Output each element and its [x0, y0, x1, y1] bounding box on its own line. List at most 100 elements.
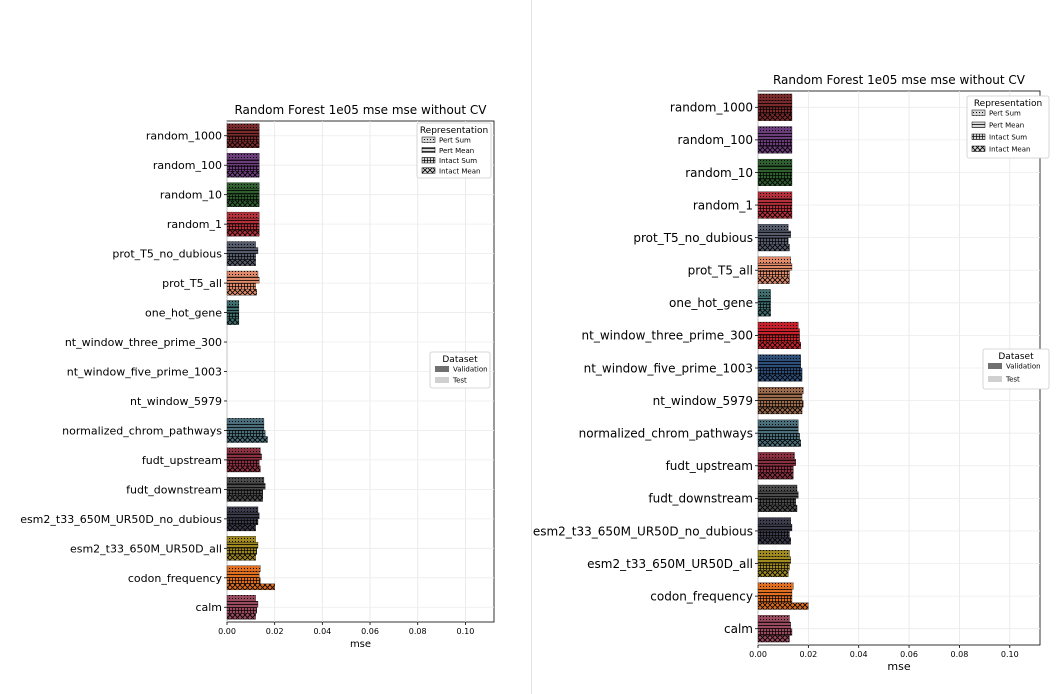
legend-swatch-hatch [972, 110, 985, 116]
bar-hatch [758, 556, 791, 564]
category-label: one_hot_gene [145, 307, 222, 320]
legend-representation [966, 95, 1050, 159]
bar-hatch [227, 159, 260, 166]
bar-hatch [758, 159, 792, 166]
bar-hatch [758, 550, 790, 557]
bar-hatch [227, 595, 256, 602]
category-label: normalized_chrom_pathways [62, 424, 222, 437]
bar-hatch [758, 596, 792, 603]
bar-hatch [758, 602, 809, 610]
x-tick-label: 0.00 [218, 627, 236, 636]
legend-swatch-hatch [422, 147, 435, 153]
bar-hatch [758, 270, 790, 277]
x-axis-label: mse [350, 639, 371, 650]
bar-hatch [227, 483, 266, 490]
bar-hatch [758, 570, 789, 577]
legend-label: Validation [453, 366, 488, 374]
bar-hatch [758, 230, 791, 238]
x-tick-label: 0.10 [1001, 650, 1019, 659]
x-tick-label: 0.06 [361, 627, 379, 636]
bar-hatch [758, 179, 792, 186]
bar-hatch [758, 133, 792, 140]
category-label: calm [724, 622, 753, 636]
bar-hatch [758, 433, 800, 440]
bar-hatch [227, 123, 260, 130]
category-label: random_10 [160, 189, 222, 202]
bar-hatch [758, 93, 792, 101]
bar-hatch [758, 589, 792, 597]
legend-label: Pert Sum [439, 137, 471, 145]
category-label: nt_window_five_prime_1003 [584, 361, 753, 375]
legend-swatch-hatch [972, 122, 985, 128]
bar-hatch [227, 283, 256, 290]
bar-hatch [758, 628, 792, 636]
bar-hatch [758, 491, 799, 499]
bar-hatch [227, 200, 260, 207]
bar-hatch [227, 153, 260, 160]
x-tick-label: 0.10 [456, 627, 474, 636]
legend-swatch [988, 363, 1002, 369]
bar-hatch [758, 211, 792, 219]
bar-hatch [758, 498, 796, 506]
bar-hatch [227, 171, 260, 178]
legend-title: Dataset [998, 352, 1034, 362]
x-tick-label: 0.08 [951, 650, 969, 659]
bar-hatch [227, 459, 260, 466]
bar-hatch [758, 387, 804, 394]
bar-hatch [758, 472, 794, 480]
bar-hatch [227, 536, 256, 543]
bar-hatch [227, 518, 258, 525]
legend-label: Test [452, 377, 467, 385]
bar-hatch [758, 205, 792, 212]
category-label: nt_window_three_prime_300 [582, 329, 753, 343]
bar-hatch [758, 537, 791, 545]
bar-hatch [227, 318, 239, 325]
legend-swatch-hatch [972, 146, 985, 152]
bar-hatch [758, 165, 792, 173]
category-label: prot_T5_no_dubious [633, 231, 753, 245]
bar-hatch [227, 554, 256, 561]
category-label: calm [195, 601, 222, 614]
legend-label: Intact Mean [989, 146, 1030, 154]
bar-hatch [758, 530, 790, 538]
bar-hatch [758, 582, 794, 590]
category-label: prot_T5_no_dubious [112, 248, 222, 261]
bar-hatch [227, 182, 260, 189]
bar-hatch [758, 354, 801, 362]
category-label: prot_T5_all [162, 277, 222, 290]
category-label: random_1000 [146, 130, 222, 143]
bar-hatch [758, 374, 803, 382]
bar-hatch [227, 465, 261, 472]
category-label: fudt_downstream [648, 492, 753, 506]
bar-hatch [758, 191, 792, 199]
category-label: one_hot_gene [669, 296, 753, 310]
x-tick-label: 0.00 [749, 650, 767, 659]
bar-hatch [227, 277, 260, 284]
bar-hatch [758, 517, 791, 525]
bar-hatch [758, 126, 792, 134]
legend-label: Validation [1006, 363, 1041, 371]
bar-hatch [758, 328, 800, 336]
legend-label: Test [1005, 376, 1020, 384]
legend-swatch-hatch [422, 157, 435, 163]
bar-hatch [227, 289, 257, 296]
bar-hatch [227, 194, 260, 201]
bar-hatch [227, 489, 263, 496]
bar-hatch [758, 113, 792, 121]
bar-hatch [227, 218, 260, 225]
category-label: random_100 [678, 133, 753, 147]
legend-label: Intact Sum [439, 157, 477, 165]
bar-hatch [758, 146, 792, 154]
category-label: normalized_chrom_pathways [579, 426, 753, 440]
bar-hatch [758, 459, 796, 466]
bar-hatch [758, 615, 790, 623]
x-axis-label: mse [887, 660, 910, 673]
x-tick-label: 0.08 [409, 627, 427, 636]
x-tick-label: 0.02 [799, 650, 817, 659]
bar-hatch [758, 622, 791, 629]
bar-hatch [227, 601, 258, 608]
legend-label: Intact Sum [989, 134, 1027, 142]
legend-swatch [435, 377, 449, 383]
bar-hatch [758, 302, 771, 310]
